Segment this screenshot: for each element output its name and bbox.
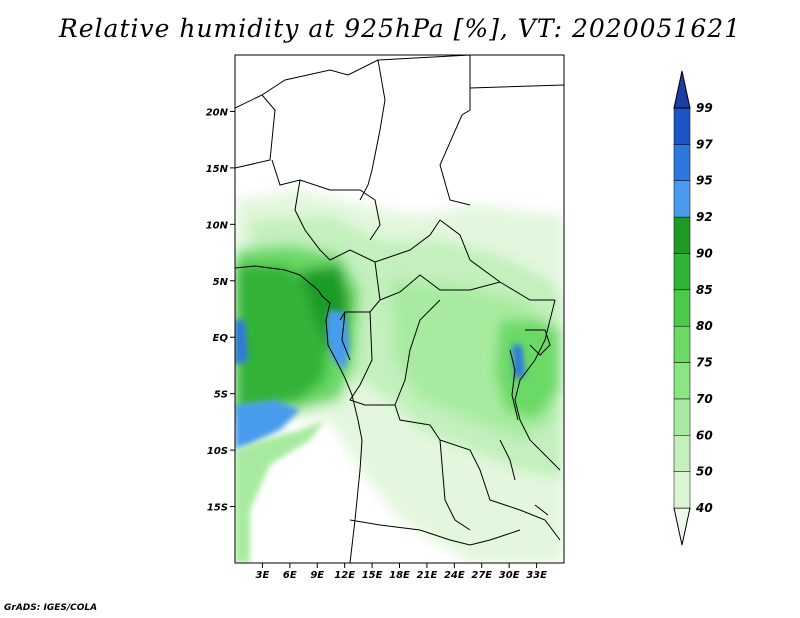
colorbar: 40 50 60 70 75 80 85 90 92 95 97 99: [673, 70, 713, 546]
colorbar-label: 75: [696, 356, 713, 370]
colorbar-label: 60: [696, 428, 713, 442]
humidity-region-dark: [235, 265, 330, 410]
colorbar-lower-arrow: [673, 507, 691, 546]
colorbar-segment: [673, 253, 691, 291]
colorbar-segment: [673, 362, 691, 400]
colorbar-label: 99: [696, 101, 713, 115]
x-tick-label: 24E: [444, 570, 465, 581]
x-tick-label: 9E: [310, 570, 324, 581]
colorbar-label: 80: [696, 319, 713, 333]
humidity-saturated-edge: [235, 320, 248, 365]
lake-outlines: [499, 329, 551, 516]
colorbar-segment: [673, 398, 691, 436]
y-tick-label: 5N: [213, 277, 229, 288]
colorbar-segment: [673, 289, 691, 327]
east-borders: [349, 299, 561, 546]
colorbar-segment: [673, 471, 691, 509]
atlantic-coastline: [235, 265, 363, 563]
colorbar-segment: [673, 144, 691, 181]
y-tick-label: 20N: [206, 107, 229, 118]
x-tick-label: 30E: [499, 570, 520, 581]
x-tick-label: 18E: [389, 570, 410, 581]
x-tick-label: 15E: [362, 570, 383, 581]
country-borders: [235, 55, 564, 563]
y-tick-label: 5S: [214, 390, 228, 401]
x-tick-label: 6E: [283, 570, 297, 581]
x-tick-label: 27E: [471, 570, 492, 581]
colorbar-label: 95: [696, 174, 713, 188]
colorbar-label: 50: [696, 465, 713, 479]
y-tick-label: 15N: [206, 164, 229, 175]
colorbar-label: 97: [696, 137, 713, 151]
southern-coast-band: [235, 420, 325, 563]
colorbar-segment: [673, 180, 691, 218]
humidity-field: [235, 190, 564, 563]
north-borders: [235, 55, 564, 206]
x-tick-label: 33E: [526, 570, 547, 581]
y-tick-label: EQ: [213, 333, 229, 344]
colorbar-segment: [673, 216, 691, 254]
colorbar-label: 70: [696, 392, 713, 406]
x-tick-label: 3E: [256, 570, 270, 581]
humidity-saturated-ocean: [235, 400, 300, 450]
sahel-borders: [235, 94, 381, 261]
colorbar-label: 40: [695, 501, 713, 515]
congo-borders: [341, 299, 521, 511]
colorbar-segment: [673, 107, 691, 145]
grads-credit: GrADS: IGES/COLA: [4, 603, 98, 613]
y-tick-label: 10N: [206, 220, 229, 231]
colorbar-segment: [673, 325, 691, 363]
x-tick-label: 12E: [334, 570, 355, 581]
central-borders: [329, 219, 555, 321]
y-tick-label: 15S: [207, 503, 228, 514]
colorbar-label: 85: [696, 283, 713, 297]
colorbar-label: 92: [696, 210, 713, 224]
map-plot-area: [235, 55, 564, 563]
colorbar-label: 90: [696, 246, 713, 260]
y-axis: 20N 15N 10N 5N EQ 5S 10S 15S: [206, 107, 235, 514]
colorbar-upper-arrow: [673, 70, 691, 109]
chart-title: Relative humidity at 925hPa [%], VT: 202…: [58, 14, 742, 43]
x-tick-label: 21E: [417, 570, 438, 581]
colorbar-segment: [673, 435, 691, 472]
y-tick-label: 10S: [207, 446, 228, 457]
x-axis: 3E 6E 9E 12E 15E 18E 21E 24E 27E 30E 33E: [256, 563, 547, 581]
